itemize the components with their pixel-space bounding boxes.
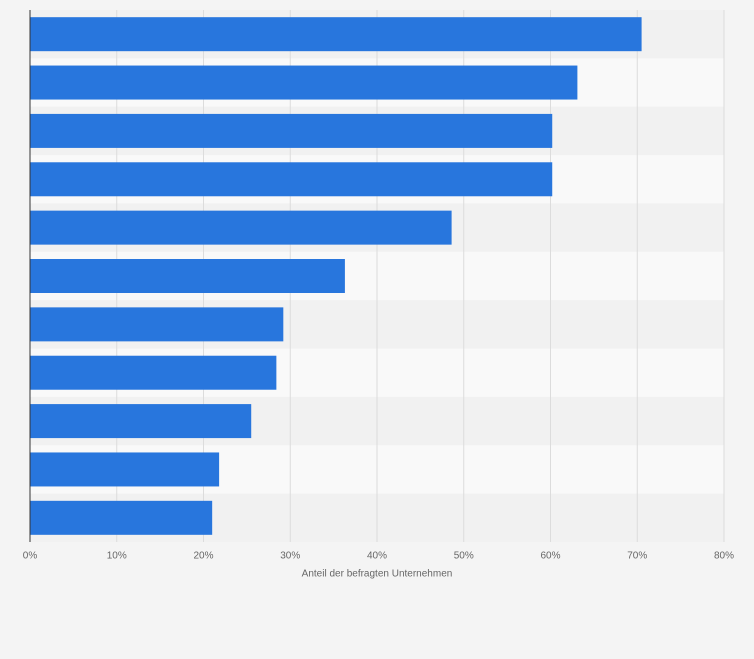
x-tick-label: 80% xyxy=(714,551,734,562)
bar xyxy=(30,500,213,535)
bar xyxy=(30,210,452,245)
x-tick-label: 10% xyxy=(107,551,127,562)
bar xyxy=(30,355,277,390)
x-tick-label: 20% xyxy=(193,551,213,562)
x-tick-label: 0% xyxy=(23,551,38,562)
bar xyxy=(30,259,345,293)
bar xyxy=(30,113,553,148)
x-tick-label: 70% xyxy=(627,551,647,562)
bar xyxy=(30,162,553,197)
x-axis-label: Anteil der befragten Unternehmen xyxy=(302,569,453,580)
bar xyxy=(30,452,220,487)
bar xyxy=(30,404,252,439)
x-tick-label: 60% xyxy=(540,551,560,562)
x-tick-label: 30% xyxy=(280,551,300,562)
x-tick-label: 40% xyxy=(367,551,387,562)
bar xyxy=(30,17,642,52)
bar xyxy=(30,65,578,100)
bar xyxy=(30,307,284,342)
x-tick-label: 50% xyxy=(454,551,474,562)
